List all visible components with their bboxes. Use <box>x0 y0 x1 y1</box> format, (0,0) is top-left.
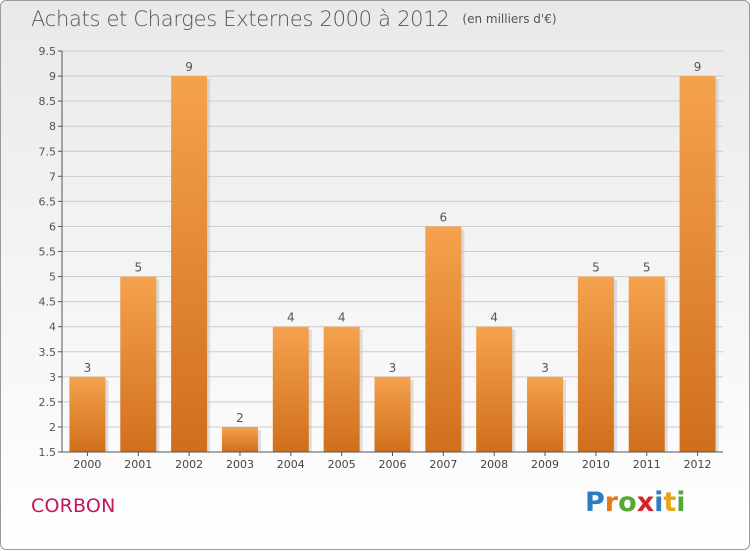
y-tick-label: 6 <box>49 220 56 233</box>
x-tick-label: 2010 <box>582 458 610 471</box>
x-tick-label: 2001 <box>124 458 152 471</box>
bar-value-label: 4 <box>338 311 346 325</box>
bar <box>120 276 157 452</box>
chart-title: Achats et Charges Externes 2000 à 2012 (… <box>31 7 557 31</box>
y-tick-label: 3 <box>49 371 56 384</box>
x-tick-label: 2008 <box>480 458 508 471</box>
y-tick-label: 8.5 <box>39 95 57 108</box>
x-tick-label: 2002 <box>175 458 203 471</box>
bar <box>374 376 411 452</box>
y-tick-label: 2.5 <box>39 396 57 409</box>
bar <box>425 226 462 452</box>
bar-value-label: 9 <box>694 60 702 74</box>
x-tick-label: 2004 <box>277 458 305 471</box>
proxiti-logo: Proxiti <box>585 487 686 518</box>
bar-value-label: 3 <box>84 361 92 375</box>
y-tick-label: 9 <box>49 70 56 83</box>
bar <box>476 326 513 452</box>
bar <box>527 376 564 452</box>
bar <box>679 76 716 452</box>
y-tick-label: 7.5 <box>39 145 57 158</box>
y-tick-label: 1.5 <box>39 446 57 459</box>
bar <box>323 326 360 452</box>
x-tick-label: 2003 <box>226 458 254 471</box>
x-tick-label: 2012 <box>684 458 712 471</box>
y-tick-label: 2 <box>49 421 56 434</box>
bar <box>628 276 665 452</box>
axes: 1.5 2 2.5 3 3.5 4 4.5 5 5.5 6 6.5 7 7.5 8 8.5 9 9.5 2000 2… <box>39 45 723 471</box>
x-tick-label: 2009 <box>531 458 559 471</box>
y-tick-label: 4.5 <box>39 296 57 309</box>
x-tick-label: 2011 <box>633 458 661 471</box>
y-tick-label: 7 <box>49 170 56 183</box>
y-tick-label: 3.5 <box>39 346 57 359</box>
chart-title-text: Achats et Charges Externes 2000 à 2012 <box>31 7 450 31</box>
bar-value-label: 9 <box>185 60 193 74</box>
x-tick-label: 2005 <box>328 458 356 471</box>
x-tick-label: 2000 <box>73 458 101 471</box>
bar <box>577 276 614 452</box>
town-name: CORBON <box>31 495 116 517</box>
y-tick-label: 8 <box>49 120 56 133</box>
bar-value-label: 6 <box>440 210 448 224</box>
bar <box>272 326 309 452</box>
y-tick-label: 5.5 <box>39 246 57 259</box>
bars: 3 5 9 2 4 4 3 6 4 3 5 5 9 <box>69 60 719 452</box>
bar <box>221 426 258 452</box>
y-tick-label: 9.5 <box>39 45 57 58</box>
bar-value-label: 4 <box>287 311 295 325</box>
bar-value-label: 2 <box>236 411 244 425</box>
bar-value-label: 5 <box>592 261 600 275</box>
y-tick-label: 5 <box>49 271 56 284</box>
bar-value-label: 4 <box>490 311 498 325</box>
bar-value-label: 5 <box>134 261 142 275</box>
bar-value-label: 5 <box>643 261 651 275</box>
y-tick-label: 6.5 <box>39 195 57 208</box>
bar <box>69 376 106 452</box>
x-tick-label: 2007 <box>429 458 457 471</box>
bar-value-label: 3 <box>541 361 549 375</box>
chart-unit: (en milliers d'€) <box>462 12 557 26</box>
y-tick-label: 4 <box>49 321 56 334</box>
bar <box>171 76 208 452</box>
x-tick-label: 2006 <box>379 458 407 471</box>
bar-value-label: 3 <box>389 361 397 375</box>
